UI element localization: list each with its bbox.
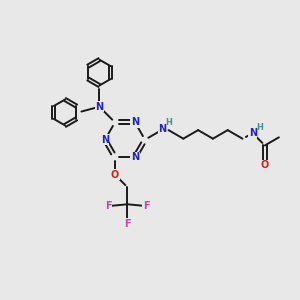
Text: N: N — [95, 102, 104, 112]
Text: N: N — [249, 128, 257, 138]
Text: N: N — [159, 124, 167, 134]
Text: H: H — [166, 118, 172, 127]
Text: F: F — [124, 219, 131, 229]
Text: N: N — [131, 117, 139, 128]
Text: F: F — [105, 201, 112, 211]
Text: O: O — [261, 160, 269, 170]
Text: N: N — [131, 152, 139, 162]
Text: O: O — [111, 170, 119, 180]
Text: N: N — [101, 135, 109, 145]
Text: F: F — [143, 201, 150, 211]
Text: H: H — [256, 123, 263, 132]
